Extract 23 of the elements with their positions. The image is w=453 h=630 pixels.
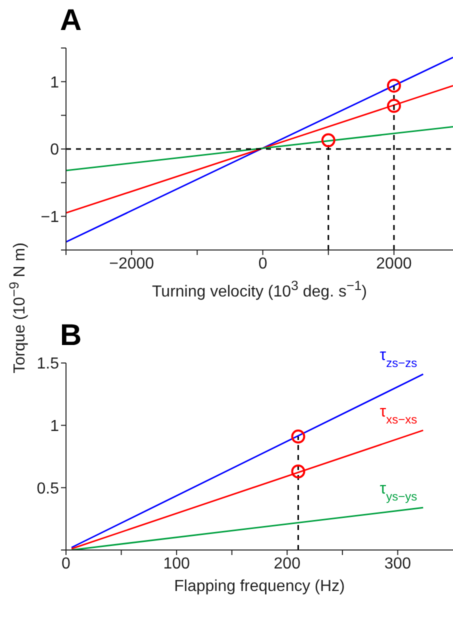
point [321, 133, 336, 148]
y-tick-label: 0 [50, 142, 60, 159]
x-tick-label: −2000 [109, 255, 154, 272]
x-tick-label: 300 [384, 555, 412, 572]
series-label: τ$_{ys−ys}$ [380, 480, 418, 504]
series-label: τ$_{zs−zs}$ [380, 347, 418, 370]
series-label: τ$_{xs−xs}$ [380, 403, 418, 426]
y-tick-label: 1 [50, 74, 60, 92]
y-tick-label: 1.5 [36, 356, 60, 373]
x-tick-label: 100 [163, 555, 190, 572]
x-tick-label: 2000 [376, 255, 412, 272]
x-tick-label: 200 [274, 555, 301, 572]
y-tick-label: 0.5 [36, 480, 60, 498]
point [386, 98, 401, 113]
chart-title: A [60, 4, 82, 38]
x-axis-title: Flapping frequency (Hz) [173, 578, 346, 596]
x-axis-title: Turning velocity (10$^{3}$ deg. s$^{−1}$) [150, 278, 368, 302]
point [386, 78, 401, 93]
y-tick-label: −1 [40, 209, 60, 226]
x-tick-label: 0 [258, 255, 268, 272]
x-tick-label: 0 [62, 555, 71, 572]
y-tick-label: 1 [50, 418, 60, 436]
chart-title: B [60, 319, 82, 353]
